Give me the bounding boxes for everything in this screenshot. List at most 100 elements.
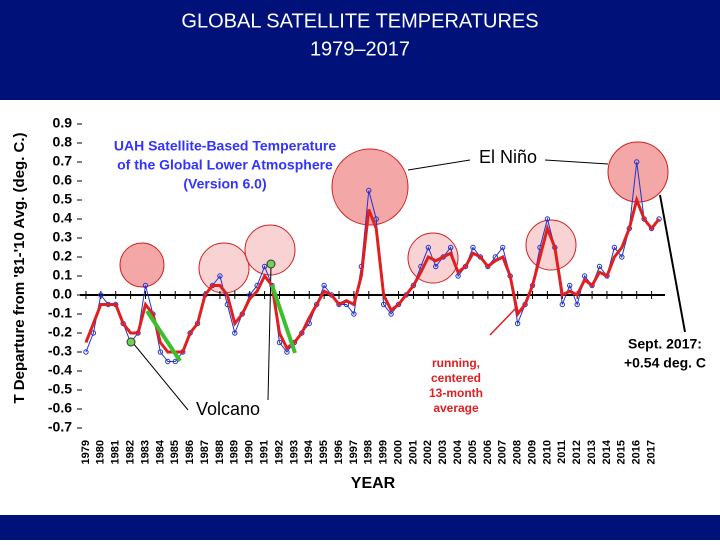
y-tick-label: -0.2 [48, 324, 72, 340]
x-tick-label: 2017 [646, 440, 658, 464]
x-tick-label: 2015 [616, 440, 628, 464]
y-tick-label: 0.8 [53, 134, 73, 150]
cooling-line [145, 309, 182, 363]
y-tick-label: 0.0 [53, 286, 73, 302]
x-tick-label: 1995 [318, 440, 330, 464]
x-tick-label: 2006 [482, 440, 494, 464]
x-tick-label: 2002 [422, 440, 434, 464]
highlight [198, 242, 250, 294]
x-tick-label: 2011 [556, 440, 568, 464]
plot: 0.9 0.8 0.7 0.6 0.5 0.4 0.3 0.2 0.1 0.0 -0.1 -0.2 -0… [48, 115, 665, 464]
x-tick-label: 2000 [392, 440, 404, 464]
data-point [559, 301, 565, 308]
callout-line [132, 342, 189, 411]
x-tick-label: 2008 [512, 440, 524, 464]
volcano-markers [126, 259, 297, 363]
y-tick-label: 0.2 [53, 248, 73, 264]
x-tick-label: 1992 [273, 440, 285, 464]
data-point [165, 358, 171, 365]
data-point [276, 339, 283, 346]
data-point [83, 349, 89, 355]
data-point [261, 263, 268, 270]
data-point [232, 330, 238, 336]
data-point [634, 159, 640, 165]
highlight [119, 242, 165, 288]
callout-line [407, 159, 471, 171]
y-tick-label: -0.1 [48, 305, 72, 321]
x-tick-label: 2013 [586, 440, 598, 464]
data-point [142, 282, 149, 289]
x-axis-label: YEAR [351, 475, 396, 492]
x-tick-label: 2004 [452, 439, 464, 464]
x-tick-label: 1980 [95, 440, 107, 464]
y-tick-label: 0.5 [53, 191, 73, 207]
data-point [425, 244, 432, 251]
header-band [0, 0, 720, 100]
y-tick-label: 0.6 [53, 172, 73, 188]
y-tick-label: -0.4 [48, 362, 72, 378]
data-point [157, 349, 164, 355]
y-tick-label: 0.9 [53, 115, 73, 131]
data-point [574, 301, 580, 308]
data-point [611, 244, 618, 251]
x-tick-label: 1986 [184, 440, 196, 464]
eruption-dot [126, 337, 136, 347]
x-tick-label: 1993 [288, 440, 300, 464]
callout-line [544, 159, 609, 165]
footer-band [0, 515, 720, 540]
x-tick-label: 1984 [154, 439, 166, 464]
x-tick-label: 1990 [244, 440, 256, 464]
eruption-dot [266, 259, 276, 269]
annotation: 13-month [429, 386, 483, 400]
data-point [567, 282, 573, 289]
chart-title: GLOBAL SATELLITE TEMPERATURES [181, 10, 538, 32]
x-tick-label: 2007 [497, 440, 509, 464]
annotation: running, [432, 356, 480, 370]
callout-arrow [659, 194, 686, 333]
y-tick-label: 0.7 [53, 153, 73, 169]
x-tick-label: 1982 [125, 440, 137, 464]
x-tick-label: 2009 [526, 440, 538, 464]
y-tick-label: 0.3 [53, 229, 73, 245]
x-tick-label: 1994 [303, 439, 315, 464]
x-tick-label: 1998 [363, 440, 375, 464]
highlight [525, 219, 577, 271]
data-point [98, 292, 104, 298]
x-tick-label: 1991 [258, 440, 270, 464]
data-point [433, 263, 439, 270]
x-tick-label: 1979 [80, 440, 92, 464]
x-tick-label: 1983 [139, 440, 151, 464]
callout-line [489, 307, 517, 336]
annotation: +0.54 deg. C [624, 355, 706, 371]
annotation: of the Global Lower Atmosphere [117, 157, 333, 173]
data-point [500, 244, 506, 251]
x-tick-label: 2003 [437, 440, 449, 464]
x-tick-label: 2012 [571, 440, 583, 464]
annotation: Sept. 2017: [628, 336, 702, 352]
data-point [366, 187, 372, 194]
annotation: El Niño [479, 147, 537, 167]
cooling-line [270, 284, 297, 354]
x-tick-label: 1989 [229, 440, 241, 464]
data-point [321, 282, 327, 289]
y-tick-label: -0.6 [48, 400, 72, 416]
x-tick-label: 2016 [631, 440, 643, 464]
x-tick-label: 1981 [110, 440, 122, 464]
x-tick-label: 1987 [199, 440, 211, 464]
data-point [596, 263, 603, 270]
x-tick-label: 2014 [601, 439, 613, 464]
callout-line [267, 265, 272, 401]
annotation: (Version 6.0) [183, 176, 266, 192]
data-point [470, 244, 476, 251]
data-point [217, 273, 223, 279]
y-tick-label: -0.5 [48, 381, 72, 397]
y-tick-label: -0.7 [48, 419, 72, 435]
y-tick-label: -0.3 [48, 343, 72, 359]
annotation: average [433, 401, 479, 415]
data-point [514, 320, 521, 327]
data-point [351, 311, 357, 317]
x-tick-label: 2001 [407, 440, 419, 464]
x-tick-label: 2005 [467, 440, 479, 464]
x-tick-label: 1999 [378, 440, 390, 464]
